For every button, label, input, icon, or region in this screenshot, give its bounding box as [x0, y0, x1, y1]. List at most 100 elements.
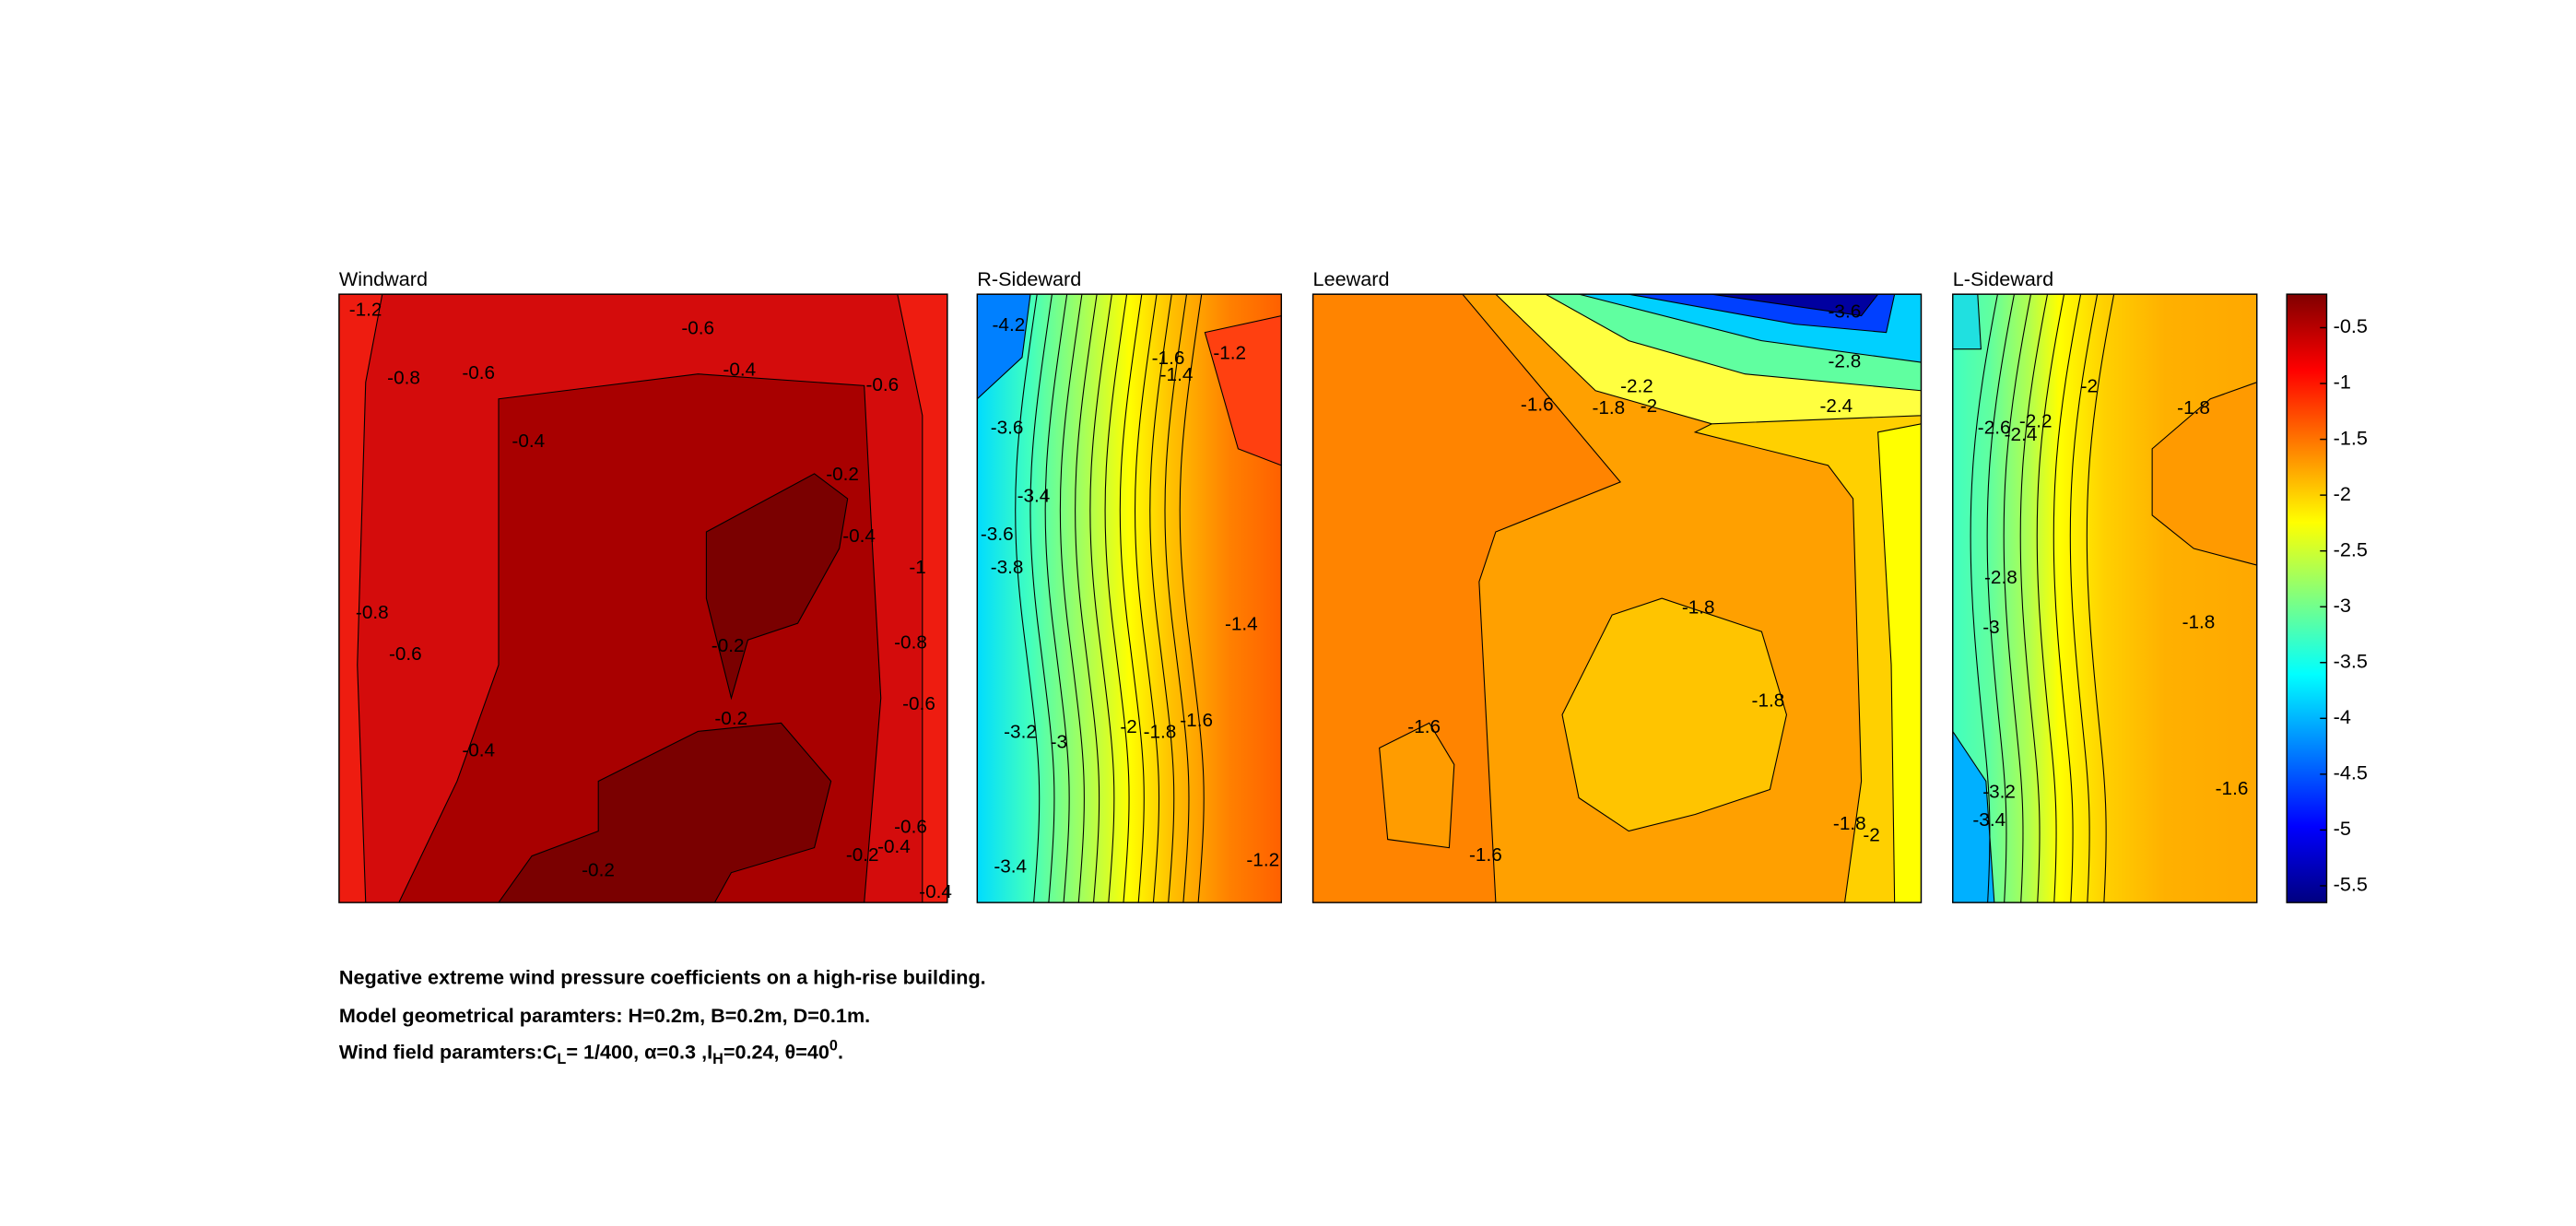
- caption-part: Wind field paramters:C: [339, 1041, 558, 1064]
- colorbar-tick-label: -4.5: [2334, 761, 2368, 784]
- contour-label: -0.6: [902, 693, 935, 714]
- contour-line: [1044, 294, 1070, 903]
- contour-label: -0.6: [389, 643, 422, 665]
- contour-line: [2036, 294, 2065, 903]
- contour-line: [1059, 294, 1085, 903]
- contour-label: -1.4: [1160, 364, 1194, 385]
- contour-label: -1.6: [1152, 348, 1185, 369]
- contour-label: -2: [1863, 824, 1879, 845]
- caption-line: Negative extreme wind pressure coefficie…: [339, 965, 986, 988]
- contour-label: -0.8: [894, 631, 927, 653]
- panel-title: L-Sideward: [1953, 267, 2053, 290]
- windward-field: [338, 294, 947, 903]
- contour-label: -2: [1641, 395, 1657, 417]
- contour-label: -1.4: [1225, 613, 1258, 634]
- contour-label: -1.2: [1246, 849, 1279, 870]
- contour-label: -3.6: [981, 524, 1014, 545]
- contour-label: -3.8: [991, 557, 1024, 578]
- contour-label: -0.2: [582, 859, 615, 880]
- colorbar-tick-label: -0.5: [2334, 314, 2368, 337]
- contour-label: -0.2: [846, 844, 879, 866]
- colorbar-tick-label: -3.5: [2334, 649, 2368, 672]
- contour-line: [1970, 294, 1998, 903]
- colorbar-tick-label: -1: [2334, 371, 2351, 394]
- colorbar-tick-label: -4: [2334, 705, 2351, 728]
- contour-line: [1029, 294, 1055, 903]
- contour-label: -1.8: [1592, 397, 1625, 418]
- contour-label: -2.4: [1820, 395, 1853, 417]
- contour-label: -1.8: [1752, 690, 1785, 711]
- contour-line: [1089, 294, 1115, 903]
- contour-label: -1.6: [1521, 394, 1554, 415]
- contour-label: -0.4: [723, 360, 756, 381]
- caption-sub: H: [712, 1051, 723, 1067]
- colorbar-tick-label: -1.5: [2334, 426, 2368, 449]
- leeward-field: [1312, 294, 1922, 903]
- contour-label: -0.6: [681, 317, 714, 338]
- caption-line: Model geometrical paramters: H=0.2m, B=0…: [339, 1004, 870, 1027]
- l-sideward-field: [1952, 294, 2257, 903]
- r-sideward-field: [977, 294, 1282, 903]
- contour-label: -0.6: [866, 374, 900, 395]
- contour-label: -3.4: [994, 856, 1027, 878]
- contour-label: -1.2: [349, 300, 382, 321]
- contour-label: -1.6: [2216, 778, 2249, 799]
- contour-line: [1075, 294, 1100, 903]
- contour-line: [1149, 294, 1175, 903]
- contour-line: [2053, 294, 2082, 903]
- contour-line: [1179, 294, 1205, 903]
- contour-label: -1.8: [2182, 612, 2216, 633]
- contour-label: -1.6: [1180, 710, 1213, 731]
- panel-title: Windward: [339, 267, 428, 290]
- contour-line: [2019, 294, 2049, 903]
- contour-label: -1.8: [1144, 722, 1177, 743]
- contour-line: [1986, 294, 2016, 903]
- contour-label: -0.6: [894, 816, 927, 837]
- contour-label: -1.8: [1682, 596, 1715, 618]
- colorbar-tick-label: -2.5: [2334, 537, 2368, 560]
- contour-label: -2.8: [1984, 567, 2017, 588]
- contour-label: -0.4: [512, 430, 545, 452]
- caption-sup: 0: [829, 1038, 838, 1055]
- contour-label: -2.4: [2005, 424, 2038, 445]
- contour-label: -2.6: [1978, 418, 2011, 439]
- panel-title: Leeward: [1313, 267, 1390, 290]
- caption-part: = 1/400, α=0.3 ,I: [566, 1041, 712, 1064]
- contour-line: [1134, 294, 1160, 903]
- contour-label: -0.2: [714, 708, 747, 729]
- contour-label: -2: [1120, 716, 1136, 737]
- contour-label: -1.8: [1833, 813, 1866, 834]
- colorbar-tick-label: -5: [2334, 817, 2351, 840]
- panel-frames: [338, 293, 2258, 903]
- contour-label: -3.6: [1829, 301, 1862, 322]
- contour-label: -0.2: [712, 635, 745, 656]
- contour-label: -3: [1051, 731, 1067, 752]
- contour-label: -4.2: [993, 314, 1026, 336]
- contour-label: -1.6: [1469, 844, 1502, 866]
- panel-title: R-Sideward: [977, 267, 1081, 290]
- contour-label: -0.4: [462, 739, 495, 760]
- contour-label: -2.2: [2019, 410, 2053, 431]
- contour-label: -0.8: [387, 368, 420, 389]
- contour-line: [1104, 294, 1130, 903]
- colorbar-tick-label: -5.5: [2334, 873, 2368, 896]
- colorbar-tick-label: -2: [2334, 482, 2351, 505]
- contour-label: -3.2: [1004, 722, 1037, 743]
- contour-label: -1.8: [2177, 397, 2210, 418]
- caption-sub: L: [557, 1051, 566, 1067]
- contour-line: [2086, 294, 2115, 903]
- contour-line: [2069, 294, 2099, 903]
- contour-label: -3.4: [1017, 486, 1051, 507]
- contour-label: -0.4: [877, 836, 911, 857]
- contour-label: -0.4: [919, 881, 952, 902]
- contour-line: [1164, 294, 1190, 903]
- colorbar-tick-label: -3: [2334, 594, 2351, 617]
- caption-line: Wind field paramters:CL= 1/400, α=0.3 ,I…: [339, 1038, 843, 1067]
- contour-label: -0.6: [462, 362, 495, 383]
- contour-label: -1.2: [1213, 343, 1246, 364]
- contour-label: -0.8: [356, 602, 389, 623]
- contour-label: -1: [909, 557, 925, 578]
- contour-label: -2.2: [1620, 376, 1653, 397]
- caption-part: =0.24, θ=40: [723, 1041, 829, 1064]
- contour-line: [1015, 294, 1041, 903]
